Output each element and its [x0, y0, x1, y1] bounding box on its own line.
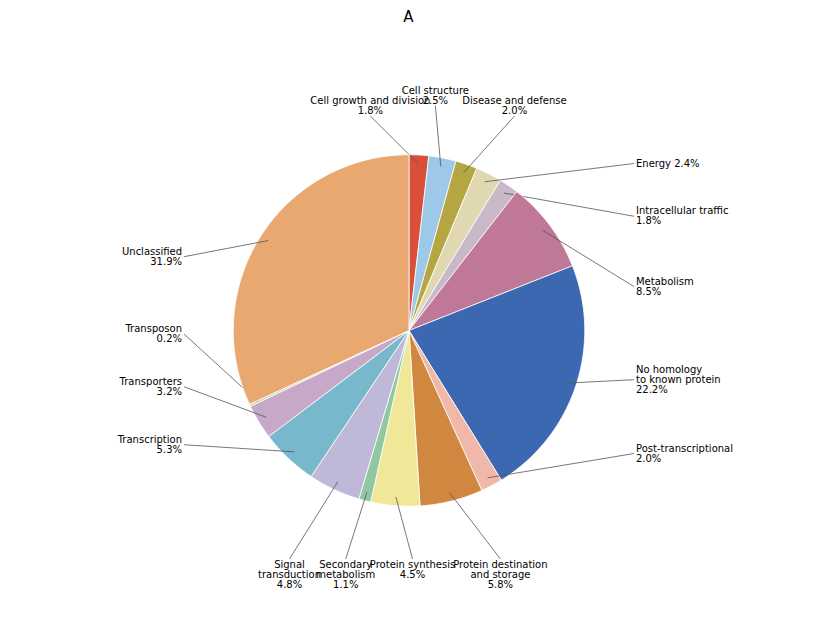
- svg-text:Protein destinationand storage: Protein destinationand storage5.8%: [453, 559, 547, 590]
- svg-text:Transcription5.3%: Transcription5.3%: [117, 434, 182, 455]
- svg-text:Disease and defense2.0%: Disease and defense2.0%: [462, 95, 566, 116]
- svg-text:Transposon0.2%: Transposon0.2%: [124, 323, 182, 344]
- svg-text:Signaltransduction4.8%: Signaltransduction4.8%: [258, 559, 321, 590]
- svg-text:Transporters3.2%: Transporters3.2%: [119, 376, 182, 397]
- svg-text:Energy 2.4%: Energy 2.4%: [636, 158, 700, 169]
- svg-text:Cell growth and division1.8%: Cell growth and division1.8%: [310, 95, 430, 116]
- svg-text:Cell structure2.5%: Cell structure2.5%: [402, 85, 469, 106]
- svg-text:Metabolism8.5%: Metabolism8.5%: [636, 276, 694, 297]
- svg-text:Intracellular traffic1.8%: Intracellular traffic1.8%: [636, 205, 729, 226]
- svg-text:Post-transcriptional2.0%: Post-transcriptional2.0%: [636, 443, 733, 464]
- svg-text:Protein synthesis4.5%: Protein synthesis4.5%: [370, 559, 455, 580]
- svg-text:Unclassified31.9%: Unclassified31.9%: [122, 246, 182, 267]
- html-text:A: A: [403, 8, 414, 26]
- svg-text:Secondarymetabolism1.1%: Secondarymetabolism1.1%: [316, 559, 375, 590]
- svg-text:No homologyto known protein22.: No homologyto known protein22.2%: [636, 364, 721, 395]
